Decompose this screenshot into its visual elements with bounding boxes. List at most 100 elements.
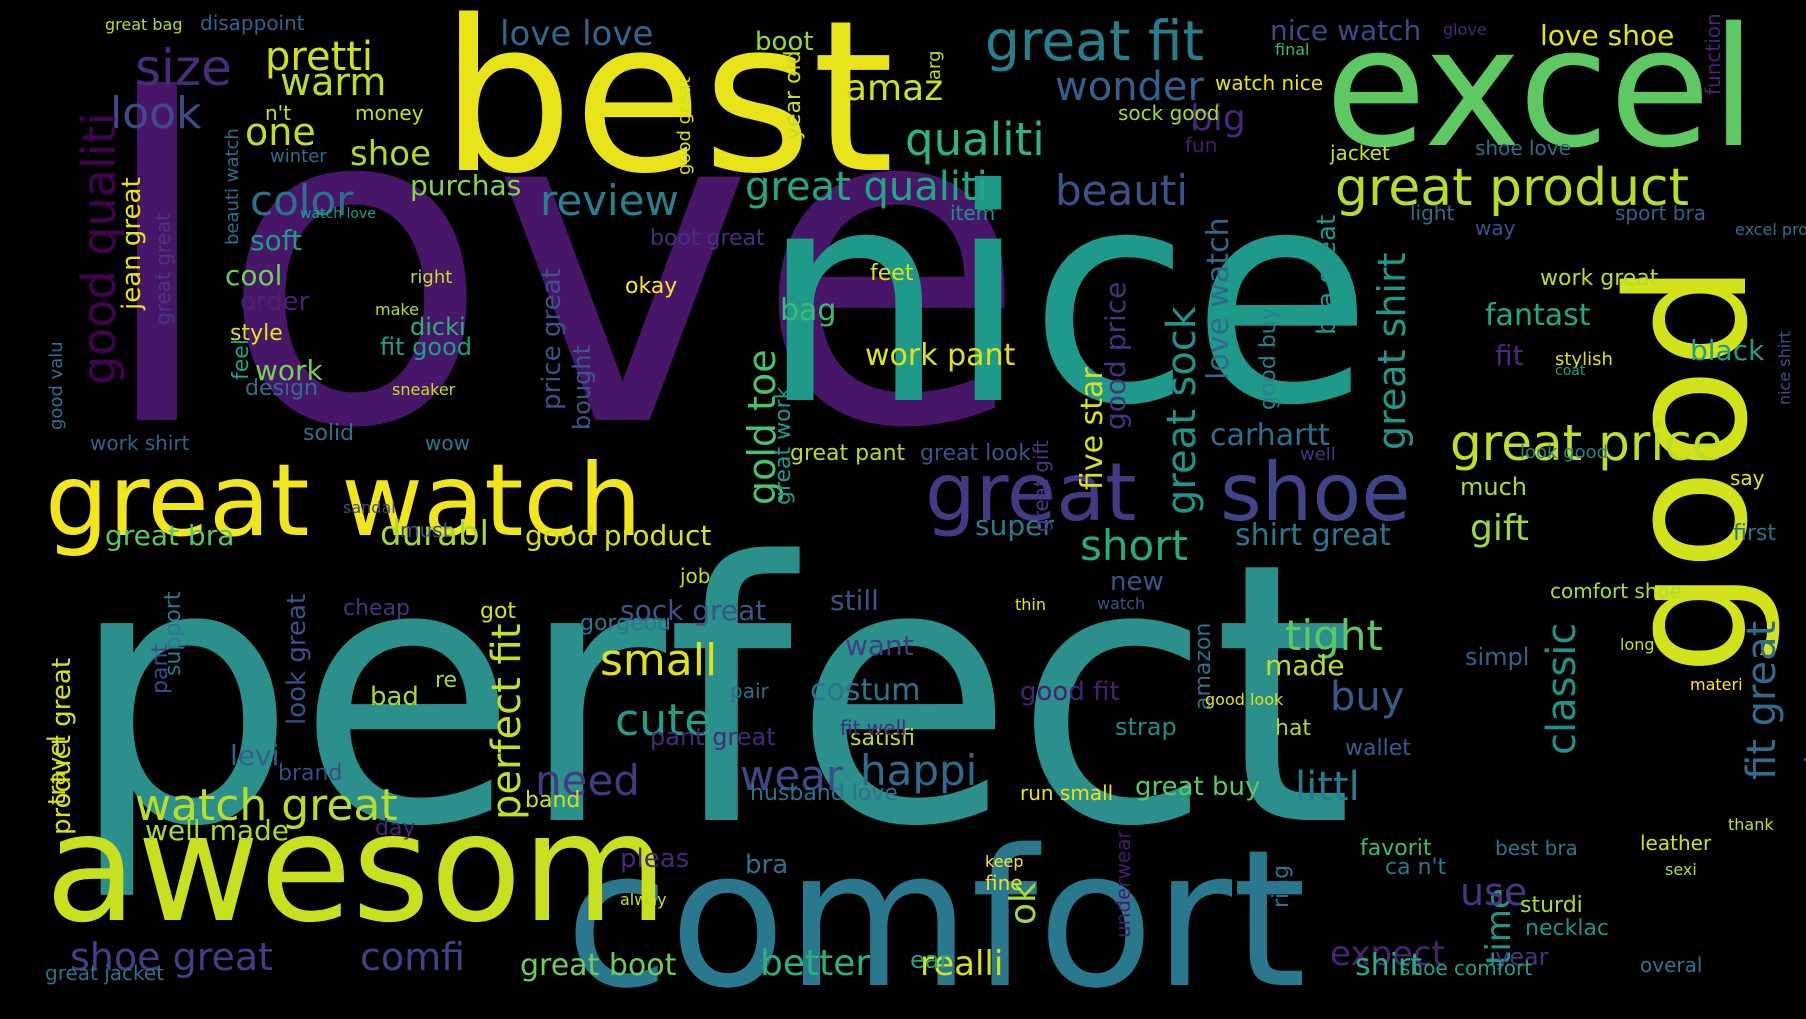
cloud-word: good buy — [1256, 307, 1281, 410]
cloud-word: great jacket — [45, 961, 164, 985]
cloud-word: better — [760, 943, 870, 984]
cloud-word: expect — [1330, 934, 1445, 974]
cloud-word: cool — [225, 259, 282, 292]
cloud-word: boot — [755, 27, 814, 57]
cloud-word: support — [161, 591, 186, 676]
cloud-word: first — [1733, 521, 1776, 546]
cloud-word: pretti — [265, 34, 373, 80]
cloud-word: look great — [282, 594, 312, 725]
cloud-word: love love — [500, 14, 653, 54]
cloud-word: look good — [1520, 442, 1608, 463]
cloud-word: larg — [924, 50, 945, 85]
cloud-word: feet — [870, 261, 914, 286]
cloud-word: love watch — [1201, 217, 1236, 380]
cloud-word: shoe — [1220, 446, 1411, 539]
cloud-word: gold toe — [740, 349, 784, 505]
cloud-word: fit — [1495, 339, 1524, 372]
cloud-word: nice watch — [1270, 14, 1421, 47]
cloud-word: still — [830, 584, 879, 617]
cloud-word: well made — [145, 814, 289, 847]
cloud-word: sport bra — [1615, 201, 1706, 225]
cloud-word: function — [1701, 13, 1725, 95]
cloud-word: much — [1460, 473, 1527, 501]
cloud-word: shirt — [1355, 948, 1422, 983]
cloud-word: watch love — [300, 206, 376, 222]
cloud-word: pant great — [650, 723, 776, 751]
cloud-word: need — [535, 756, 640, 805]
cloud-word: brand — [278, 761, 342, 786]
cloud-word: small — [600, 635, 717, 686]
cloud-word: soft — [250, 224, 302, 257]
cloud-word: strap — [1115, 713, 1177, 741]
cloud-word: great bra — [105, 519, 234, 552]
cloud-word: nice — [760, 126, 1373, 470]
cloud-word: glove — [1443, 20, 1487, 39]
cloud-word: feel — [229, 339, 254, 380]
cloud-word: sturdi — [1520, 893, 1583, 918]
cloud-word: must — [400, 518, 451, 542]
cloud-word: wow — [425, 431, 470, 455]
cloud-word: littl — [1295, 764, 1360, 810]
cloud-word: carhartt — [1210, 418, 1330, 453]
cloud-word: black — [1690, 334, 1765, 367]
cloud-word: right — [410, 267, 452, 288]
cloud-word: year old — [781, 50, 806, 140]
cloud-word: shoe great — [70, 935, 273, 979]
cloud-word: fit good — [380, 333, 472, 361]
cloud-word: tight — [1285, 611, 1383, 660]
cloud-word: great price — [1450, 414, 1723, 472]
cloud-word: made — [1265, 649, 1344, 682]
cloud-word: product great — [47, 658, 77, 835]
cloud-word: simpl — [1465, 643, 1529, 671]
cloud-word: realli — [920, 944, 1003, 984]
cloud-word: sneaker — [392, 380, 456, 399]
cloud-word: travel — [43, 735, 71, 805]
cloud-word: awesom — [45, 782, 668, 956]
cloud-word: cute — [615, 695, 711, 746]
cloud-word: gift — [1470, 508, 1529, 549]
cloud-word: boot great — [650, 226, 765, 251]
cloud-word: review — [540, 176, 679, 225]
cloud-word: hat — [1275, 716, 1311, 741]
cloud-word: job — [679, 564, 711, 588]
cloud-word: coat — [1555, 363, 1586, 379]
cloud-word: great watch — [45, 442, 642, 559]
cloud-word: sandal — [343, 498, 396, 517]
cloud-word: best — [440, 0, 894, 220]
cloud-word: amaz — [845, 68, 943, 109]
cloud-word: great product — [1335, 158, 1689, 218]
cloud-word: costum — [810, 673, 920, 708]
cloud-word: run small — [1020, 781, 1113, 805]
cloud-word: favorit — [1360, 836, 1432, 861]
cloud-word: great bag — [105, 15, 183, 34]
cloud-word: long — [1620, 635, 1655, 654]
cloud-word: great sock — [1159, 305, 1205, 515]
cloud-word: fit great — [1739, 621, 1785, 780]
cloud-word: gorgeou — [580, 611, 671, 636]
cloud-word: love shoe — [1540, 19, 1674, 52]
cloud-word: final — [1275, 40, 1309, 59]
cloud-word: sock great — [620, 594, 766, 627]
cloud-word: time — [1479, 888, 1519, 965]
cloud-word: materi — [1690, 675, 1743, 694]
cloud-word: perfect fit — [484, 624, 530, 820]
cloud-word: good great — [674, 77, 695, 175]
cloud-word: pant — [148, 644, 173, 694]
cloud-word: warm — [280, 60, 386, 104]
cloud-word: okay — [625, 274, 677, 299]
cloud-word: thin — [1015, 595, 1046, 614]
cloud-word: new — [1110, 567, 1164, 597]
cloud-word: short — [1080, 521, 1188, 570]
cloud-word: big — [1190, 98, 1246, 139]
cloud-word: style — [230, 321, 283, 346]
cloud-word: light — [1410, 201, 1454, 225]
cloud-word: great buy — [1135, 772, 1260, 802]
cloud-word: good — [1592, 264, 1784, 675]
cloud-word: day — [375, 816, 415, 841]
cloud-word: watch nice — [1215, 71, 1323, 95]
cloud-word: great look — [920, 441, 1031, 466]
cloud-word: good product — [525, 519, 711, 552]
cloud-word: great work — [771, 386, 796, 505]
